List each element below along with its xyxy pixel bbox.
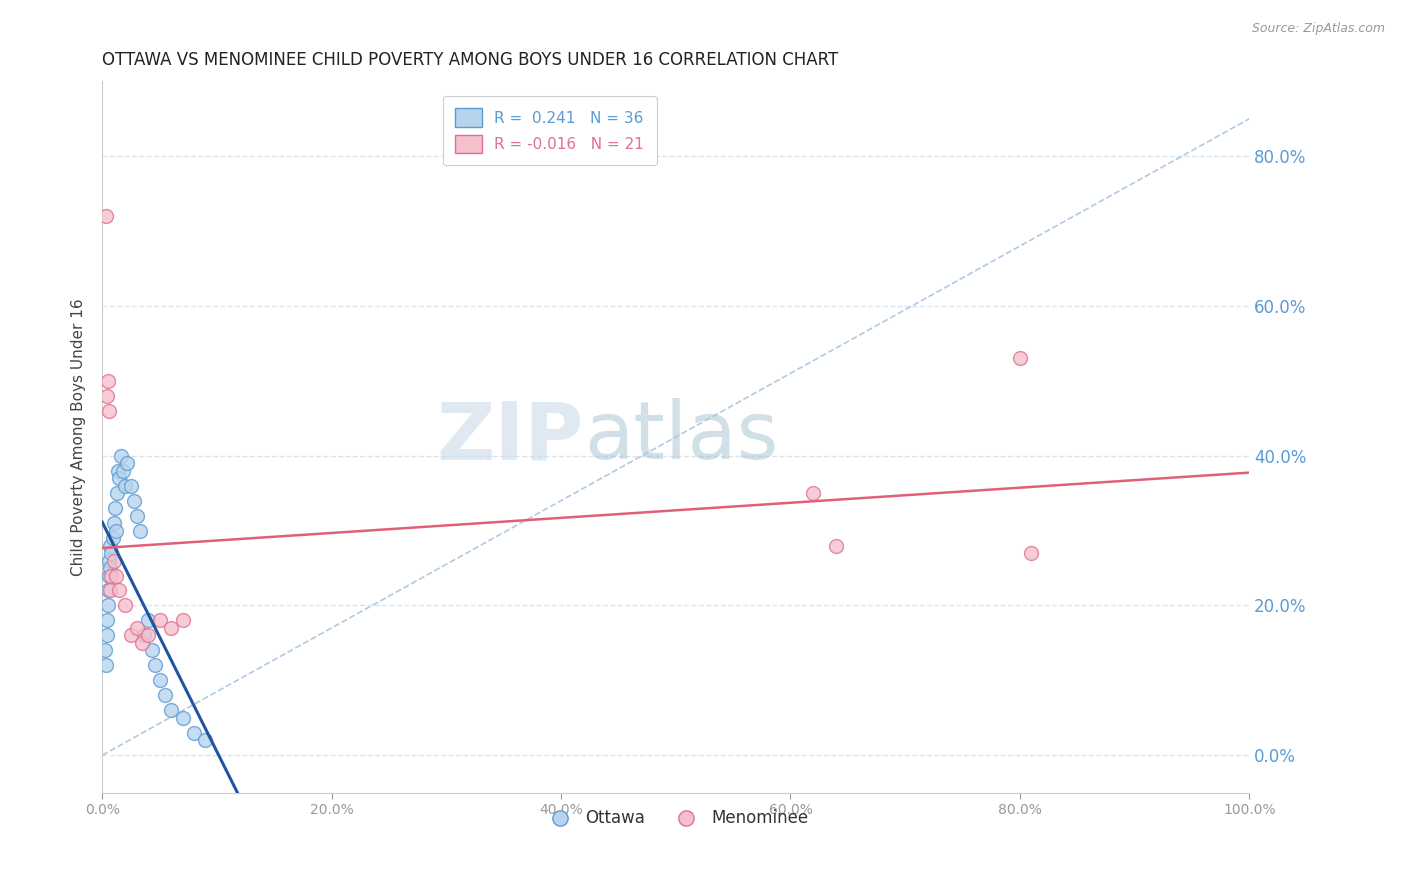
Point xyxy=(803,486,825,500)
Point xyxy=(96,628,118,642)
Point xyxy=(117,456,139,470)
Point xyxy=(98,568,121,582)
Text: ZIP: ZIP xyxy=(437,398,583,476)
Point xyxy=(96,614,118,628)
Point xyxy=(143,658,166,673)
Point xyxy=(114,599,136,613)
Text: Source: ZipAtlas.com: Source: ZipAtlas.com xyxy=(1251,22,1385,36)
Point xyxy=(132,628,155,642)
Point xyxy=(125,508,148,523)
Point xyxy=(98,583,121,598)
Point xyxy=(111,464,134,478)
Point xyxy=(96,389,118,403)
Point xyxy=(825,539,848,553)
Point xyxy=(98,553,121,567)
Point xyxy=(136,628,159,642)
Point xyxy=(97,374,120,388)
Text: OTTAWA VS MENOMINEE CHILD POVERTY AMONG BOYS UNDER 16 CORRELATION CHART: OTTAWA VS MENOMINEE CHILD POVERTY AMONG … xyxy=(103,51,838,69)
Point xyxy=(103,553,125,567)
Point xyxy=(172,614,194,628)
Point xyxy=(98,404,121,418)
Point xyxy=(120,628,142,642)
Point xyxy=(100,546,122,560)
Point xyxy=(136,614,159,628)
Point xyxy=(105,486,128,500)
Point xyxy=(101,531,124,545)
Point xyxy=(1008,351,1031,366)
Point xyxy=(97,583,120,598)
Point xyxy=(129,524,152,538)
Y-axis label: Child Poverty Among Boys Under 16: Child Poverty Among Boys Under 16 xyxy=(72,298,86,576)
Point xyxy=(160,621,183,635)
Point xyxy=(104,501,127,516)
Point xyxy=(148,614,170,628)
Point xyxy=(107,464,129,478)
Point xyxy=(131,636,153,650)
Point xyxy=(148,673,170,688)
Point xyxy=(155,689,177,703)
Point xyxy=(141,643,163,657)
Point xyxy=(93,643,115,657)
Point xyxy=(114,478,136,492)
Point xyxy=(108,583,131,598)
Point xyxy=(98,561,121,575)
Point xyxy=(104,524,127,538)
Legend: Ottawa, Menominee: Ottawa, Menominee xyxy=(537,803,815,834)
Point xyxy=(97,599,120,613)
Point xyxy=(110,449,132,463)
Point xyxy=(125,621,148,635)
Point xyxy=(172,711,194,725)
Point xyxy=(194,733,217,747)
Point xyxy=(104,568,127,582)
Point xyxy=(183,725,205,739)
Point xyxy=(108,471,131,485)
Text: atlas: atlas xyxy=(583,398,779,476)
Point xyxy=(120,478,142,492)
Point xyxy=(94,658,117,673)
Point xyxy=(103,516,125,530)
Point xyxy=(98,539,121,553)
Point xyxy=(94,209,117,223)
Point xyxy=(124,493,146,508)
Point xyxy=(1021,546,1043,560)
Point xyxy=(160,703,183,717)
Point xyxy=(100,568,122,582)
